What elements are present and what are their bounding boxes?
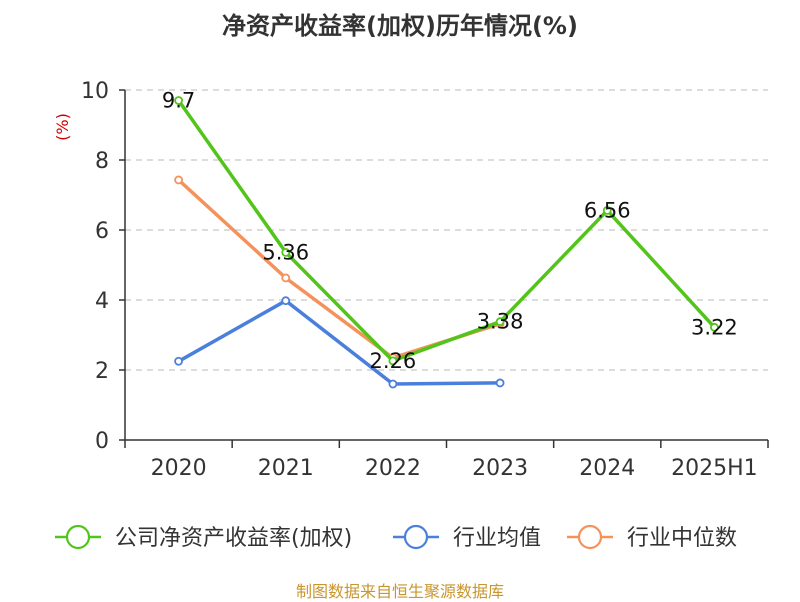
data-label: 9.7 (162, 89, 195, 113)
data-point (174, 175, 183, 185)
data-point (388, 356, 398, 366)
data-label: 6.56 (584, 198, 631, 222)
legend-label: 公司净资产收益率(加权) (115, 526, 352, 551)
source-note: 制图数据来自恒生聚源数据库 (295, 582, 504, 601)
data-point (174, 356, 183, 366)
data-label: 3.22 (691, 315, 738, 339)
chart-title: 净资产收益率(加权)历年情况(%) (222, 12, 578, 40)
y-tick-label: 2 (95, 359, 109, 384)
x-tick-label: 2025H1 (671, 456, 758, 481)
data-label: 2.26 (370, 349, 417, 373)
legend-marker (403, 524, 429, 550)
series-line (176, 178, 502, 360)
data-point (281, 296, 291, 306)
data-label: 5.36 (262, 240, 309, 264)
data-point (710, 322, 719, 332)
data-point (281, 273, 291, 283)
data-point (174, 96, 183, 105)
data-point (281, 247, 291, 257)
x-tick-label: 2021 (258, 456, 314, 481)
y-tick-label: 10 (81, 79, 109, 104)
legend-label: 行业中位数 (627, 526, 737, 551)
data-point (388, 379, 398, 389)
series-line (176, 98, 717, 363)
legend-marker (65, 524, 91, 550)
legend-marker (577, 524, 603, 550)
y-tick-label: 6 (95, 219, 109, 244)
x-tick-label: 2024 (579, 456, 635, 481)
legend: 公司净资产收益率(加权) 行业均值 行业中位数 (55, 524, 737, 551)
x-tick-label: 2022 (365, 456, 421, 481)
series-group (174, 96, 719, 389)
data-point (495, 317, 505, 327)
grid-lines (125, 89, 768, 371)
data-point (602, 205, 612, 215)
legend-label: 行业均值 (453, 526, 541, 551)
y-tick-label: 4 (95, 289, 109, 314)
series-line (176, 298, 502, 386)
data-label: 3.38 (477, 310, 524, 334)
x-tick-label: 2023 (472, 456, 528, 481)
y-axis-label: (%) (53, 113, 72, 141)
x-tick-label: 2020 (151, 456, 207, 481)
axes: 0 2 4 6 8 10 (%) 2020 2021 2022 2023 2024 2025H1 (53, 79, 769, 481)
y-tick-label: 0 (95, 429, 109, 454)
data-labels: 9.7 5.36 2.26 3.38 6.56 3.22 (162, 89, 738, 373)
data-point (495, 378, 505, 388)
y-tick-label: 8 (95, 149, 109, 174)
